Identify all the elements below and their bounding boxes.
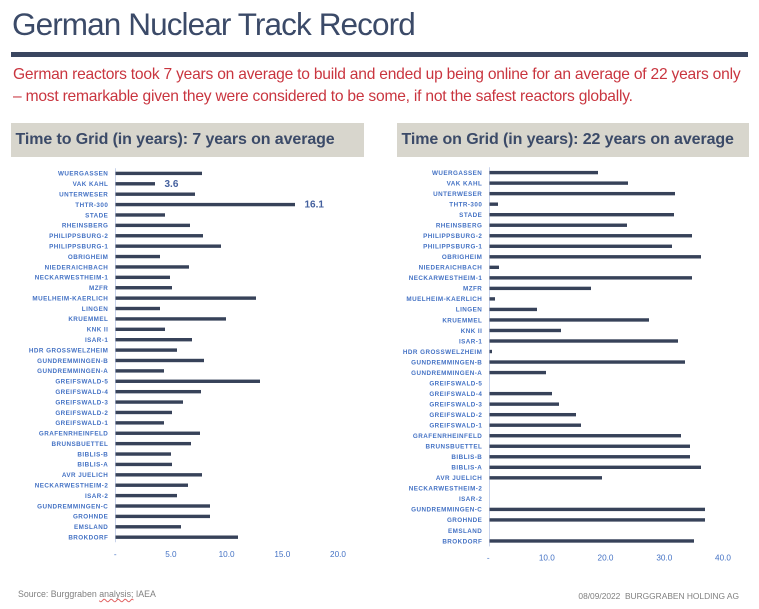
svg-text:16.1: 16.1 [305, 200, 325, 211]
svg-text:UNTERWESER: UNTERWESER [59, 191, 108, 198]
svg-text:LINGEN: LINGEN [456, 307, 483, 314]
svg-text:VAK KAHL: VAK KAHL [447, 180, 483, 187]
svg-text:BRUNSBUETTEL: BRUNSBUETTEL [425, 444, 482, 451]
svg-text:KNK II: KNK II [87, 327, 109, 334]
svg-text:20.0: 20.0 [598, 553, 614, 562]
svg-text:HDR GROSSWELZHEIM: HDR GROSSWELZHEIM [403, 349, 482, 356]
svg-text:10.0: 10.0 [539, 553, 555, 562]
svg-text:NECKARWESTHEIM-1: NECKARWESTHEIM-1 [409, 275, 483, 282]
svg-text:GREIFSWALD-2: GREIFSWALD-2 [55, 410, 108, 417]
svg-text:EMSLAND: EMSLAND [448, 528, 482, 535]
svg-text:OBRIGHEIM: OBRIGHEIM [442, 254, 482, 261]
svg-text:VAK KAHL: VAK KAHL [73, 181, 109, 188]
svg-text:MZFR: MZFR [89, 285, 108, 292]
svg-text:GUNDREMMINGEN-B: GUNDREMMINGEN-B [37, 358, 108, 365]
svg-text:BIBLIS-B: BIBLIS-B [77, 451, 108, 458]
svg-text:GREIFSWALD-5: GREIFSWALD-5 [55, 379, 108, 386]
svg-text:GUNDREMMINGEN-A: GUNDREMMINGEN-A [37, 368, 108, 375]
svg-text:STADE: STADE [85, 212, 108, 219]
svg-text:30.0: 30.0 [656, 553, 672, 562]
svg-text:5.0: 5.0 [165, 550, 177, 559]
svg-text:MUELHEIM-KAERLICH: MUELHEIM-KAERLICH [32, 295, 108, 302]
svg-text:GREIFSWALD-1: GREIFSWALD-1 [55, 420, 108, 427]
svg-text:GROHNDE: GROHNDE [73, 514, 108, 521]
svg-text:UNTERWESER: UNTERWESER [433, 191, 482, 198]
svg-text:LINGEN: LINGEN [82, 306, 109, 313]
svg-text:AVR JUELICH: AVR JUELICH [436, 475, 482, 482]
svg-text:ISAR-2: ISAR-2 [85, 493, 108, 500]
svg-text:KRUEMMEL: KRUEMMEL [442, 317, 482, 324]
svg-text:NECKARWESTHEIM-2: NECKARWESTHEIM-2 [409, 486, 483, 493]
svg-text:10.0: 10.0 [219, 550, 235, 559]
svg-text:THTR-300: THTR-300 [449, 201, 482, 208]
svg-text:GREIFSWALD-4: GREIFSWALD-4 [55, 389, 108, 396]
svg-text:BIBLIS-A: BIBLIS-A [451, 465, 482, 472]
svg-text:GREIFSWALD-3: GREIFSWALD-3 [55, 399, 108, 406]
svg-text:BROKDORF: BROKDORF [68, 534, 108, 541]
svg-text:NIEDERAICHBACH: NIEDERAICHBACH [45, 264, 109, 271]
svg-text:KRUEMMEL: KRUEMMEL [68, 316, 108, 323]
svg-text:GROHNDE: GROHNDE [447, 517, 482, 524]
svg-text:GRAFENRHEINFELD: GRAFENRHEINFELD [413, 433, 482, 440]
svg-text:THTR-300: THTR-300 [75, 202, 108, 209]
svg-text:EMSLAND: EMSLAND [74, 524, 108, 531]
svg-text:BIBLIS-B: BIBLIS-B [451, 454, 482, 461]
svg-text:GREIFSWALD-1: GREIFSWALD-1 [429, 423, 482, 430]
svg-text:GREIFSWALD-3: GREIFSWALD-3 [429, 401, 482, 408]
svg-text:15.0: 15.0 [274, 550, 290, 559]
svg-text:ISAR-1: ISAR-1 [459, 338, 482, 345]
svg-text:GUNDREMMINGEN-C: GUNDREMMINGEN-C [411, 507, 482, 514]
svg-text:ISAR-1: ISAR-1 [85, 337, 108, 344]
svg-text:BRUNSBUETTEL: BRUNSBUETTEL [51, 441, 108, 448]
svg-text:OBRIGHEIM: OBRIGHEIM [68, 254, 108, 261]
svg-text:GRAFENRHEINFELD: GRAFENRHEINFELD [39, 431, 108, 438]
svg-text:GREIFSWALD-2: GREIFSWALD-2 [429, 412, 482, 419]
svg-text:40.0: 40.0 [715, 553, 731, 562]
svg-text:PHILIPPSBURG-2: PHILIPPSBURG-2 [49, 233, 108, 240]
svg-text:PHILIPPSBURG-1: PHILIPPSBURG-1 [49, 243, 108, 250]
svg-text:MUELHEIM-KAERLICH: MUELHEIM-KAERLICH [406, 296, 482, 303]
svg-text:HDR GROSSWELZHEIM: HDR GROSSWELZHEIM [29, 347, 108, 354]
svg-text:GUNDREMMINGEN-B: GUNDREMMINGEN-B [411, 359, 482, 366]
svg-text:20.0: 20.0 [330, 550, 346, 559]
svg-text:GREIFSWALD-4: GREIFSWALD-4 [429, 391, 482, 398]
svg-text:GREIFSWALD-5: GREIFSWALD-5 [429, 380, 482, 387]
svg-text:PHILIPPSBURG-2: PHILIPPSBURG-2 [423, 233, 482, 240]
svg-text:GUNDREMMINGEN-A: GUNDREMMINGEN-A [411, 370, 482, 377]
svg-text:WUERGASSEN: WUERGASSEN [58, 171, 108, 178]
svg-text:-: - [114, 550, 117, 559]
svg-text:NIEDERAICHBACH: NIEDERAICHBACH [419, 265, 483, 272]
svg-text:AVR JUELICH: AVR JUELICH [62, 472, 108, 479]
svg-text:NECKARWESTHEIM-2: NECKARWESTHEIM-2 [35, 483, 109, 490]
svg-text:GUNDREMMINGEN-C: GUNDREMMINGEN-C [37, 503, 108, 510]
svg-text:RHEINSBERG: RHEINSBERG [62, 223, 108, 230]
svg-text:BROKDORF: BROKDORF [442, 538, 482, 545]
svg-text:MZFR: MZFR [463, 286, 482, 293]
svg-text:BIBLIS-A: BIBLIS-A [77, 462, 108, 469]
svg-text:-: - [487, 553, 490, 562]
svg-text:NECKARWESTHEIM-1: NECKARWESTHEIM-1 [35, 275, 109, 282]
svg-text:WUERGASSEN: WUERGASSEN [432, 170, 482, 177]
svg-text:STADE: STADE [459, 212, 482, 219]
svg-text:ISAR-2: ISAR-2 [459, 496, 482, 503]
svg-text:3.6: 3.6 [165, 179, 179, 190]
svg-text:RHEINSBERG: RHEINSBERG [436, 223, 482, 230]
svg-text:PHILIPPSBURG-1: PHILIPPSBURG-1 [423, 244, 482, 251]
svg-text:KNK II: KNK II [461, 328, 483, 335]
